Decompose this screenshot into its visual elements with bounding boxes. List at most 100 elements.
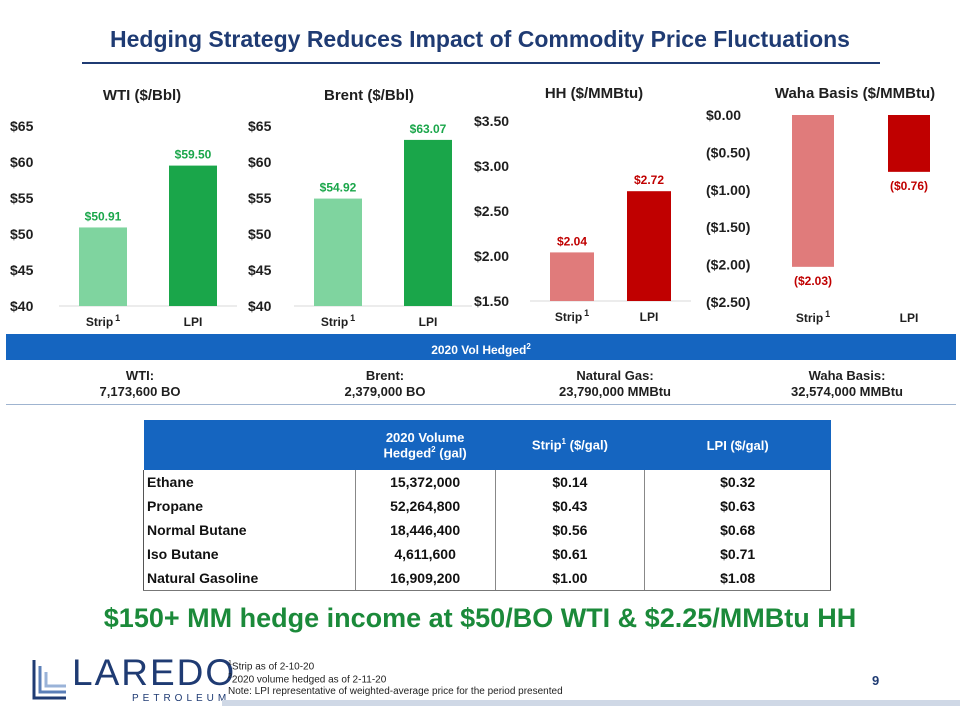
y-tick-label: $45 — [248, 262, 272, 278]
y-tick-label: $60 — [10, 154, 34, 170]
y-tick-label: ($2.50) — [706, 294, 750, 310]
y-tick-label: $65 — [248, 118, 272, 134]
table-row: Normal Butane 18,446,400 $0.56 $0.68 — [143, 518, 831, 542]
footer-bar — [222, 700, 960, 706]
category-label: LPI — [419, 315, 438, 329]
table-row: Natural Gasoline 16,909,200 $1.00 $1.08 — [143, 566, 831, 591]
category-superscript: 1 — [584, 308, 589, 318]
bar — [792, 115, 834, 267]
logo-subtitle: PETROLEUM — [132, 693, 231, 704]
logo-wordmark: LAREDO — [72, 652, 237, 693]
volume-name: WTI: — [125, 368, 155, 383]
volume-band-sup: 2 — [526, 342, 531, 351]
product-cell: Propane — [143, 494, 356, 518]
hedge-income-tagline: $150+ MM hedge income at $50/BO WTI & $2… — [103, 603, 857, 633]
table-row: Ethane 15,372,000 $0.14 $0.32 — [143, 470, 831, 494]
volume-name: Waha Basis: — [808, 368, 886, 383]
category-superscript: 1 — [825, 309, 830, 319]
bar — [627, 191, 671, 301]
strip-cell: $0.43 — [494, 494, 645, 518]
laredo-logo-icon — [32, 660, 66, 700]
category-label: Strip 1 — [555, 308, 589, 324]
volume-divider — [6, 404, 956, 405]
chart-title: Waha Basis ($/MMBtu) — [775, 85, 935, 102]
y-tick-label: $65 — [10, 118, 34, 134]
volume-waha-basis: Waha Basis: 32,574,000 MMBtu — [737, 368, 957, 400]
strip-cell: $0.61 — [494, 542, 645, 566]
category-superscript: 1 — [115, 313, 120, 323]
category-label: Strip 1 — [321, 313, 355, 329]
category-label: LPI — [900, 311, 919, 325]
bar — [314, 198, 362, 306]
volume-name: Natural Gas: — [576, 368, 654, 383]
lpi-cell: $0.68 — [644, 518, 831, 542]
bar — [169, 165, 217, 306]
strip-cell: $1.00 — [494, 566, 645, 591]
y-tick-label: ($1.50) — [706, 219, 750, 235]
y-tick-label: $2.50 — [474, 203, 509, 219]
table-row: Iso Butane 4,611,600 $0.61 $0.71 — [143, 542, 831, 566]
y-tick-label: ($1.00) — [706, 182, 750, 198]
y-tick-label: ($2.00) — [706, 257, 750, 273]
volume-wti: WTI: 7,173,600 BO — [30, 368, 250, 400]
chart-title: Brent ($/Bbl) — [324, 87, 414, 104]
data-label: ($2.03) — [794, 274, 832, 288]
volume-cell: 15,372,000 — [354, 470, 496, 494]
category-superscript: 1 — [350, 313, 355, 323]
table-header-row: 2020 Volume Hedged2 (gal) Strip1 ($/gal)… — [143, 420, 831, 470]
data-label: $59.50 — [175, 148, 212, 162]
bar — [79, 227, 127, 306]
footnote-2: 22020 volume hedged as of 2-11-20 — [228, 673, 387, 686]
volume-cell: 16,909,200 — [354, 566, 496, 591]
header-strip: Strip1 ($/gal) — [495, 420, 645, 470]
volume-value: 23,790,000 MMBtu — [559, 384, 671, 399]
product-cell: Normal Butane — [143, 518, 356, 542]
data-label: $2.04 — [557, 234, 587, 248]
y-tick-label: $0.00 — [706, 107, 741, 123]
bar — [404, 139, 452, 306]
footnote-note: Note: LPI representative of weighted-ave… — [228, 686, 563, 697]
data-label: $63.07 — [410, 122, 447, 136]
volume-brent: Brent: 2,379,000 BO — [275, 368, 495, 400]
page-title: Hedging Strategy Reduces Impact of Commo… — [110, 26, 850, 52]
volume-value: 7,173,600 BO — [99, 384, 181, 399]
strip-cell: $0.14 — [494, 470, 645, 494]
category-label: LPI — [640, 310, 659, 324]
y-tick-label: $60 — [248, 154, 272, 170]
category-label: Strip 1 — [86, 313, 120, 329]
product-cell: Iso Butane — [143, 542, 356, 566]
data-label: $2.72 — [634, 173, 664, 187]
volume-value: 32,574,000 MMBtu — [791, 384, 903, 399]
ngl-hedge-table: 2020 Volume Hedged2 (gal) Strip1 ($/gal)… — [143, 420, 831, 591]
lpi-cell: $0.63 — [644, 494, 831, 518]
header-product — [143, 420, 356, 470]
title-divider — [82, 62, 880, 64]
lpi-cell: $1.08 — [644, 566, 831, 591]
category-label: Strip 1 — [796, 309, 830, 325]
chart-title: WTI ($/Bbl) — [103, 87, 181, 104]
category-label: LPI — [184, 315, 203, 329]
volume-name: Brent: — [365, 368, 405, 383]
volume-hedged-band: 2020 Vol Hedged2 — [6, 334, 956, 360]
lpi-cell: $0.32 — [644, 470, 831, 494]
header-volume: 2020 Volume Hedged2 (gal) — [355, 420, 496, 470]
strip-cell: $0.56 — [494, 518, 645, 542]
chart-title: HH ($/MMBtu) — [545, 85, 643, 102]
data-label: $54.92 — [320, 181, 357, 195]
y-tick-label: $50 — [10, 226, 34, 242]
data-label: $50.91 — [85, 209, 122, 223]
volume-cell: 4,611,600 — [354, 542, 496, 566]
page-number: 9 — [872, 673, 880, 688]
product-cell: Natural Gasoline — [143, 566, 356, 591]
y-tick-label: $45 — [10, 262, 34, 278]
volume-cell: 18,446,400 — [354, 518, 496, 542]
volume-natural-gas: Natural Gas: 23,790,000 MMBtu — [505, 368, 725, 400]
y-tick-label: $55 — [248, 190, 272, 206]
y-tick-label: $40 — [10, 298, 34, 314]
lpi-cell: $0.71 — [644, 542, 831, 566]
data-label: ($0.76) — [890, 179, 928, 193]
table-row: Propane 52,264,800 $0.43 $0.63 — [143, 494, 831, 518]
volume-cell: 52,264,800 — [354, 494, 496, 518]
price-charts: WTI ($/Bbl) $65 $60 $55 $50 $45 $40 $50.91 Strip… — [10, 85, 935, 329]
volume-band-label: 2020 Vol Hedged — [431, 343, 527, 357]
